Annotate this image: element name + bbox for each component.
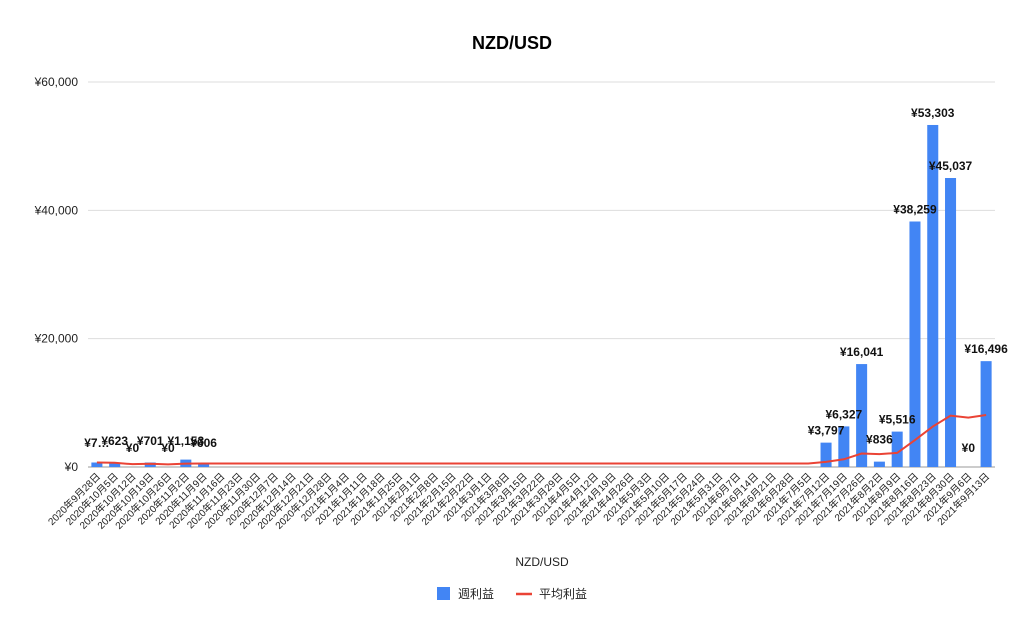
legend-label: 平均利益 (539, 587, 587, 601)
y-tick-label: ¥20,000 (34, 332, 79, 346)
bar (856, 364, 868, 467)
data-label: ¥6,327 (825, 407, 862, 421)
data-label: ¥1,153 (167, 434, 204, 448)
bar (198, 463, 210, 467)
data-label: ¥836 (866, 433, 893, 447)
bar (909, 221, 921, 467)
average-line (96, 414, 987, 466)
data-label: ¥701 (137, 434, 164, 448)
data-label: ¥0 (161, 441, 175, 455)
data-label: ¥5,516 (879, 413, 916, 427)
data-label: ¥16,041 (840, 345, 884, 359)
bar (838, 426, 850, 467)
data-label: ¥3,797 (808, 424, 845, 438)
y-tick-label: ¥40,000 (34, 203, 79, 217)
bar (891, 431, 903, 467)
bar (945, 178, 957, 468)
y-tick-label: ¥60,000 (34, 75, 79, 89)
bar (873, 461, 885, 467)
y-tick-label: ¥0 (64, 460, 79, 474)
bar (980, 361, 992, 467)
bar (820, 442, 832, 467)
data-label: ¥7… (84, 436, 109, 450)
legend-label: 週利益 (458, 587, 494, 601)
data-label: ¥53,303 (911, 106, 955, 120)
bar (109, 463, 121, 467)
legend-swatch-bar (437, 587, 450, 600)
data-label: ¥45,037 (929, 159, 973, 173)
bar (91, 462, 103, 467)
data-label: ¥623 (101, 434, 128, 448)
data-label: ¥0 (962, 441, 976, 455)
data-label: ¥606 (190, 436, 217, 450)
x-axis-label: NZD/USD (515, 555, 569, 569)
chart-title: NZD/USD (472, 33, 552, 53)
bar (927, 124, 939, 468)
data-label: ¥38,259 (893, 203, 937, 217)
data-label: ¥16,496 (964, 342, 1008, 356)
data-label: ¥0 (126, 441, 140, 455)
